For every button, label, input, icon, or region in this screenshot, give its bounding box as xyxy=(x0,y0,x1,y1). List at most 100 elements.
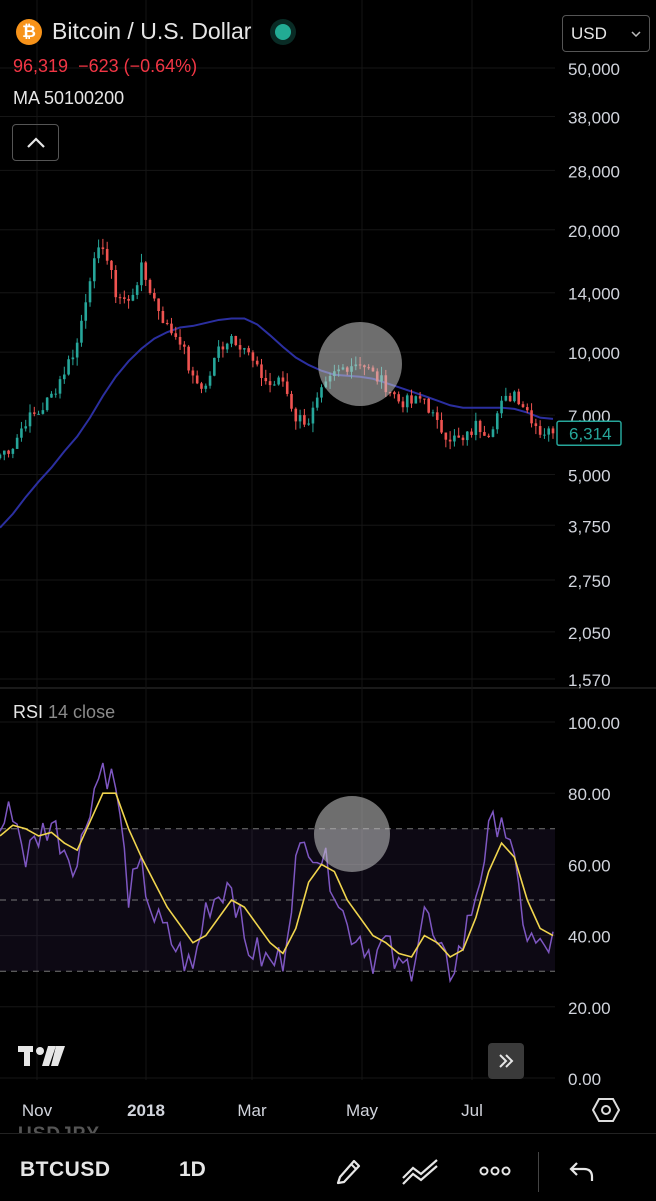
interval-button[interactable]: 1D xyxy=(179,1158,206,1181)
candle-body xyxy=(114,270,118,298)
drawing-tool-button[interactable] xyxy=(328,1151,368,1191)
rsi-tick-label: 20.00 xyxy=(568,999,611,1018)
candle-body xyxy=(500,400,503,414)
candle-body xyxy=(165,322,169,324)
price-tick-label: 5,000 xyxy=(568,467,611,486)
price-change: −623 (−0.64%) xyxy=(78,56,198,76)
toolbar-separator xyxy=(538,1152,539,1192)
candle-body xyxy=(144,262,148,280)
symbol-button[interactable]: BTCUSD xyxy=(20,1158,111,1181)
candle-body xyxy=(405,395,409,408)
candle-body xyxy=(251,352,255,361)
chevron-down-icon xyxy=(631,30,641,37)
candle-body xyxy=(543,434,546,436)
candle-body xyxy=(290,393,293,409)
candle-body xyxy=(444,432,448,440)
candle-body xyxy=(517,391,521,405)
candle-body xyxy=(20,428,23,438)
candle-body xyxy=(247,348,250,353)
chart-settings-button[interactable] xyxy=(591,1096,621,1129)
candle-body xyxy=(393,392,396,395)
candle-body xyxy=(440,419,443,433)
rsi-tick-label: 40.00 xyxy=(568,928,611,947)
candle-body xyxy=(521,404,525,408)
candle-body xyxy=(260,364,263,378)
candle-body xyxy=(230,336,233,344)
last-price-label: 6,314 xyxy=(569,424,612,443)
chevron-up-icon xyxy=(26,136,45,148)
candle-body xyxy=(448,439,452,442)
candle-body xyxy=(423,398,426,400)
hexagon-settings-icon xyxy=(591,1098,621,1122)
candle-body xyxy=(208,375,212,386)
candle-body xyxy=(431,412,435,414)
time-tick-label: Mar xyxy=(237,1101,267,1120)
price-readout: 96,319 −623 (−0.64%) xyxy=(13,56,197,77)
indicators-button[interactable] xyxy=(400,1151,440,1191)
scroll-to-realtime-button[interactable] xyxy=(488,1043,524,1079)
rsi-highlight-circle xyxy=(314,796,390,872)
candle-body xyxy=(11,448,15,454)
candle-body xyxy=(401,401,405,408)
candle-body xyxy=(88,281,92,303)
candle-body xyxy=(538,426,542,435)
candle-body xyxy=(221,346,225,350)
candle-body xyxy=(264,377,268,382)
candle-body xyxy=(80,320,83,343)
candle-body xyxy=(504,395,508,401)
candle-body xyxy=(161,310,165,323)
last-price: 96,319 xyxy=(13,56,69,76)
candle-body xyxy=(414,396,418,404)
price-tick-label: 10,000 xyxy=(568,344,620,363)
candle-body xyxy=(200,383,203,389)
candle-body xyxy=(243,348,246,350)
pen-icon xyxy=(336,1159,361,1185)
candle-body xyxy=(0,454,2,459)
time-tick-label: Nov xyxy=(22,1101,53,1120)
undo-button[interactable] xyxy=(562,1151,602,1191)
candle-body xyxy=(474,420,478,435)
more-options-button[interactable] xyxy=(475,1151,515,1191)
price-tick-label: 20,000 xyxy=(568,222,620,241)
candle-body xyxy=(7,450,10,454)
market-status-icon xyxy=(275,23,292,40)
rsi-ma-line xyxy=(0,792,554,958)
candle-body xyxy=(118,297,122,299)
candle-body xyxy=(225,343,229,350)
time-tick-label: Jul xyxy=(461,1101,483,1120)
currency-select[interactable]: USD xyxy=(562,15,650,52)
currency-value: USD xyxy=(571,23,607,43)
price-tick-label: 38,000 xyxy=(568,108,620,127)
candle-body xyxy=(148,279,152,293)
candle-body xyxy=(71,357,75,360)
candle-body xyxy=(54,393,58,395)
candle-body xyxy=(131,294,135,301)
candle-body xyxy=(453,435,456,442)
candle-body xyxy=(513,391,516,402)
candle-body xyxy=(298,415,302,422)
more-dots-icon xyxy=(479,1166,511,1176)
candle-body xyxy=(41,410,45,414)
candle-body xyxy=(63,374,66,380)
ma-indicator-label[interactable]: MA 50100200 xyxy=(13,88,125,108)
time-tick-label: May xyxy=(346,1101,379,1120)
indicators-icon xyxy=(402,1159,438,1185)
candle-body xyxy=(465,431,469,441)
candle-body xyxy=(187,346,190,371)
candle-body xyxy=(123,297,126,299)
candle-body xyxy=(217,346,220,358)
price-tick-label: 2,750 xyxy=(568,572,611,591)
collapse-legend-button[interactable] xyxy=(12,124,59,161)
candle-body xyxy=(483,432,486,436)
symbol-header[interactable]: ₿ Bitcoin / U.S. Dollar xyxy=(16,18,292,45)
candle-body xyxy=(534,423,538,427)
price-tick-label: 2,050 xyxy=(568,624,611,643)
rsi-indicator-label[interactable]: RSI 14 close xyxy=(13,702,115,723)
candle-body xyxy=(174,333,178,337)
candle-body xyxy=(551,428,555,434)
price-chart[interactable]: 50,00038,00028,00020,00014,00010,0007,00… xyxy=(0,0,656,1133)
candle-body xyxy=(170,323,173,334)
price-tick-label: 14,000 xyxy=(568,285,620,304)
rsi-tick-label: 100.00 xyxy=(568,714,620,733)
candle-body xyxy=(28,412,32,427)
